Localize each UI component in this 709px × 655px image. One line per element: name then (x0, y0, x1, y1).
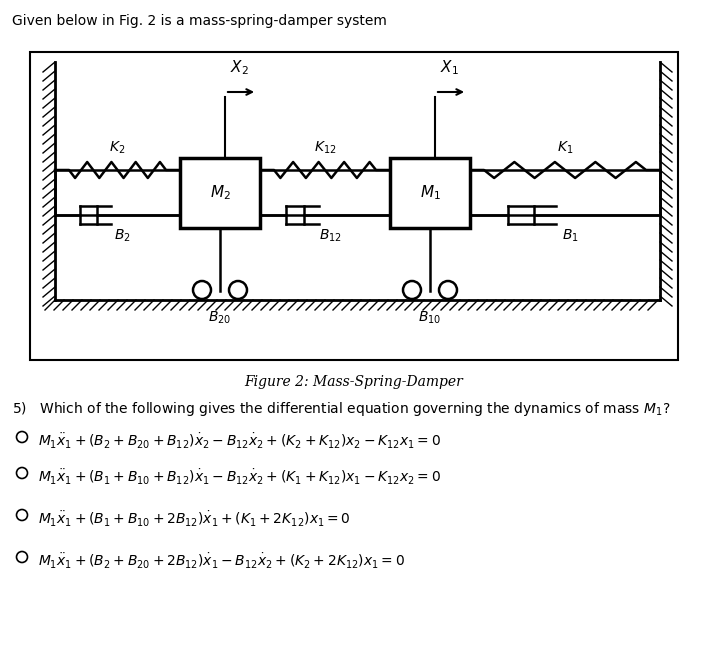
Bar (390, 157, 470, 227)
Text: Given below in Fig. 2 is a mass-spring-damper system: Given below in Fig. 2 is a mass-spring-d… (12, 14, 387, 28)
Text: $M_2$: $M_2$ (210, 183, 230, 202)
Text: $K_2$: $K_2$ (109, 140, 125, 156)
Text: $B_{12}$: $B_{12}$ (318, 228, 342, 244)
Text: $B_2$: $B_2$ (114, 228, 131, 244)
Text: $X_2$: $X_2$ (230, 58, 248, 77)
Text: $B_{10}$: $B_{10}$ (418, 310, 442, 326)
Text: $B_{20}$: $B_{20}$ (208, 310, 232, 326)
Text: $X_1$: $X_1$ (440, 58, 459, 77)
Text: $M_1$: $M_1$ (420, 183, 440, 202)
Bar (180, 157, 260, 227)
Text: $M_1\ddot{x}_1 + (B_2 + B_{20} + 2B_{12})\dot{x}_1 - B_{12}\dot{x}_2 + (K_2 + 2K: $M_1\ddot{x}_1 + (B_2 + B_{20} + 2B_{12}… (38, 552, 405, 571)
Text: 5)   Which of the following gives the differential equation governing the dynami: 5) Which of the following gives the diff… (12, 400, 671, 418)
Text: $K_{12}$: $K_{12}$ (314, 140, 336, 156)
Text: $M_1\ddot{x}_1 + (B_2 + B_{20} + B_{12})\dot{x}_2 - B_{12}\dot{x}_2 + (K_2 + K_{: $M_1\ddot{x}_1 + (B_2 + B_{20} + B_{12})… (38, 432, 441, 451)
Text: Figure 2: Mass-Spring-Damper: Figure 2: Mass-Spring-Damper (245, 375, 464, 389)
Bar (30, 52, 678, 360)
Text: $M_1\ddot{x}_1 + (B_1 + B_{10} + B_{12})\dot{x}_1 - B_{12}\dot{x}_2 + (K_1 + K_{: $M_1\ddot{x}_1 + (B_1 + B_{10} + B_{12})… (38, 468, 441, 487)
Text: $B_1$: $B_1$ (562, 228, 579, 244)
Text: $M_1\ddot{x}_1 + (B_1 + B_{10} + 2B_{12})\dot{x}_1 + (K_1 + 2K_{12})x_1 = 0$: $M_1\ddot{x}_1 + (B_1 + B_{10} + 2B_{12}… (38, 510, 351, 529)
Text: $K_1$: $K_1$ (557, 140, 573, 156)
